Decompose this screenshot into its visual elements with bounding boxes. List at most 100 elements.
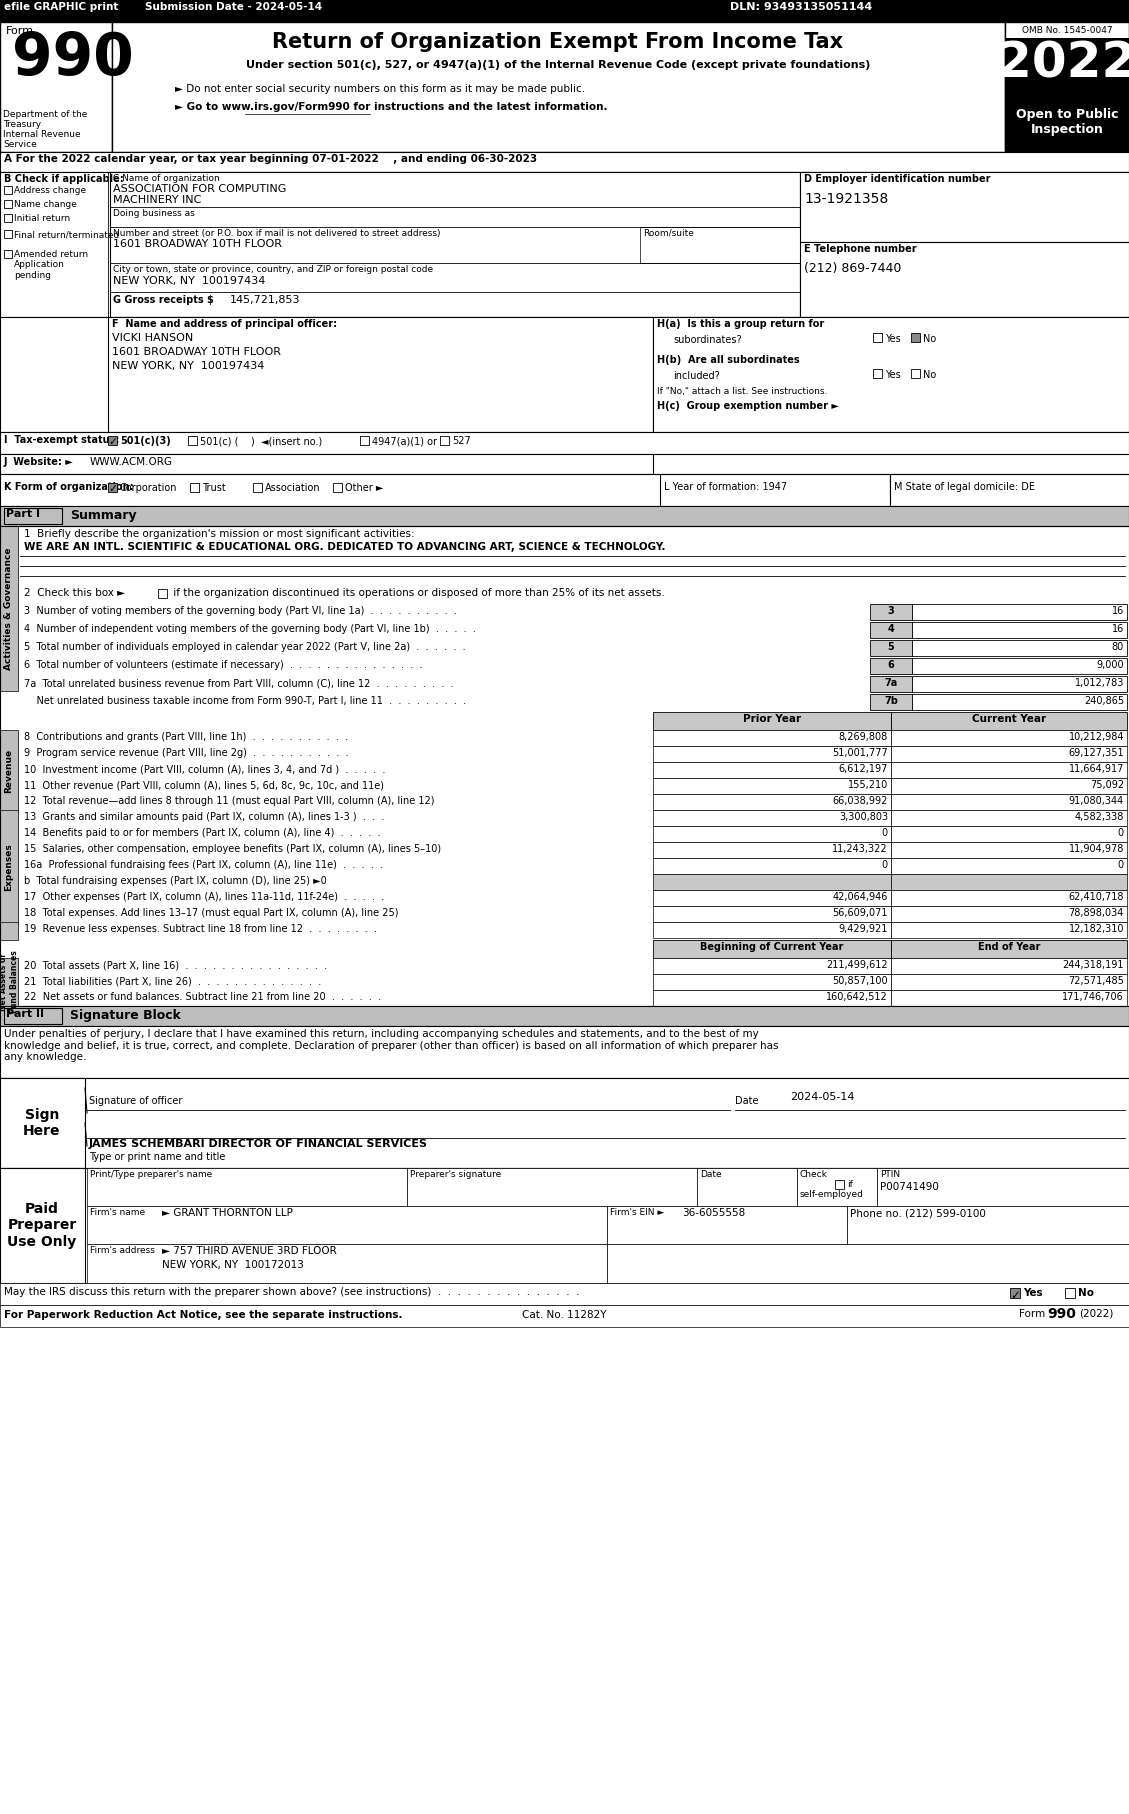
Text: H(b)  Are all subordinates: H(b) Are all subordinates <box>657 356 799 365</box>
Text: ✓: ✓ <box>1010 1290 1019 1302</box>
Text: 2  Check this box ►: 2 Check this box ► <box>24 588 125 599</box>
Text: 10  Investment income (Part VIII, column (A), lines 3, 4, and 7d )  .  .  .  .  : 10 Investment income (Part VIII, column … <box>24 764 385 775</box>
Text: H(c)  Group exemption number ►: H(c) Group exemption number ► <box>657 401 839 412</box>
Text: Part II: Part II <box>6 1009 44 1019</box>
Bar <box>0 1078 1129 1168</box>
Bar <box>891 842 1127 858</box>
Bar <box>890 473 1129 506</box>
Text: Phone no. (212) 599-0100: Phone no. (212) 599-0100 <box>850 1208 986 1217</box>
Bar <box>891 922 1127 938</box>
Bar <box>912 622 1127 639</box>
Text: 21  Total liabilities (Part X, line 26)  .  .  .  .  .  .  .  .  .  .  .  .  .  : 21 Total liabilities (Part X, line 26) .… <box>24 976 322 987</box>
Text: Submission Date - 2024-05-14: Submission Date - 2024-05-14 <box>145 2 322 13</box>
Text: 11,243,322: 11,243,322 <box>832 844 889 854</box>
Bar <box>891 990 1127 1007</box>
Text: Other ►: Other ► <box>345 483 384 493</box>
Text: Return of Organization Exempt From Income Tax: Return of Organization Exempt From Incom… <box>272 33 843 53</box>
Bar <box>891 825 1127 842</box>
Text: 9,000: 9,000 <box>1096 660 1124 669</box>
Bar <box>870 658 912 675</box>
Bar <box>0 922 18 940</box>
Bar <box>5 214 12 221</box>
Text: 18  Total expenses. Add lines 13–17 (must equal Part IX, column (A), line 25): 18 Total expenses. Add lines 13–17 (must… <box>24 909 399 918</box>
Bar <box>891 762 1127 778</box>
Bar <box>873 334 882 343</box>
Bar <box>0 0 1129 22</box>
Bar <box>891 795 1127 811</box>
Bar <box>0 526 1129 1007</box>
Text: M State of legal domicile: DE: M State of legal domicile: DE <box>894 483 1035 492</box>
Text: 160,642,512: 160,642,512 <box>826 992 889 1001</box>
Text: For Paperwork Reduction Act Notice, see the separate instructions.: For Paperwork Reduction Act Notice, see … <box>5 1310 403 1321</box>
Text: 50,857,100: 50,857,100 <box>832 976 889 987</box>
Bar <box>0 1007 1129 1027</box>
Bar <box>0 432 1129 454</box>
Text: 1,012,783: 1,012,783 <box>1075 678 1124 688</box>
Text: Final return/terminated: Final return/terminated <box>14 230 120 239</box>
Bar <box>5 230 12 238</box>
Bar <box>1005 22 1129 152</box>
Bar <box>891 940 1127 958</box>
Text: No: No <box>1078 1288 1094 1299</box>
Text: May the IRS discuss this return with the preparer shown above? (see instructions: May the IRS discuss this return with the… <box>5 1286 579 1297</box>
Bar <box>0 1027 1129 1078</box>
Bar <box>891 858 1127 874</box>
Text: Yes: Yes <box>885 370 901 379</box>
Text: P00741490: P00741490 <box>879 1183 939 1192</box>
Text: Net Assets or
Fund Balances: Net Assets or Fund Balances <box>0 951 19 1014</box>
Text: 990: 990 <box>1047 1308 1076 1321</box>
Text: 6,612,197: 6,612,197 <box>839 764 889 775</box>
Bar <box>891 811 1127 825</box>
Text: 3  Number of voting members of the governing body (Part VI, line 1a)  .  .  .  .: 3 Number of voting members of the govern… <box>24 606 457 617</box>
Bar <box>653 842 891 858</box>
Text: 11  Other revenue (Part VIII, column (A), lines 5, 6d, 8c, 9c, 10c, and 11e): 11 Other revenue (Part VIII, column (A),… <box>24 780 384 791</box>
Text: Doing business as: Doing business as <box>113 209 194 218</box>
Text: (2022): (2022) <box>1079 1310 1113 1319</box>
Bar <box>870 622 912 639</box>
Bar <box>158 590 167 599</box>
Text: 145,721,853: 145,721,853 <box>230 296 300 305</box>
Bar <box>653 825 891 842</box>
Text: 9,429,921: 9,429,921 <box>839 923 889 934</box>
Bar <box>108 483 117 492</box>
Text: Under penalties of perjury, I declare that I have examined this return, includin: Under penalties of perjury, I declare th… <box>5 1029 779 1063</box>
Text: ► 757 THIRD AVENUE 3RD FLOOR: ► 757 THIRD AVENUE 3RD FLOOR <box>161 1246 336 1255</box>
Text: NEW YORK, NY  100197434: NEW YORK, NY 100197434 <box>113 276 265 287</box>
Text: Service: Service <box>3 140 37 149</box>
Bar <box>0 1078 85 1168</box>
Bar <box>835 1179 844 1188</box>
Bar <box>870 695 912 709</box>
Text: 13-1921358: 13-1921358 <box>804 192 889 207</box>
Text: Signature of officer: Signature of officer <box>89 1096 183 1107</box>
Text: Initial return: Initial return <box>14 214 70 223</box>
Text: 0: 0 <box>1118 860 1124 871</box>
Bar <box>108 317 653 432</box>
Text: End of Year: End of Year <box>978 941 1040 952</box>
Text: 6: 6 <box>887 660 894 669</box>
Text: ✓: ✓ <box>108 484 117 495</box>
Text: Date: Date <box>735 1096 759 1107</box>
Text: 11,904,978: 11,904,978 <box>1069 844 1124 854</box>
Text: efile GRAPHIC print: efile GRAPHIC print <box>5 2 119 13</box>
Text: JAMES SCHEMBARI DIRECTOR OF FINANCIAL SERVICES: JAMES SCHEMBARI DIRECTOR OF FINANCIAL SE… <box>89 1139 428 1148</box>
Bar <box>0 473 1129 506</box>
Text: Amended return
Application
pending: Amended return Application pending <box>14 250 88 279</box>
Text: 3: 3 <box>887 606 894 617</box>
Bar <box>877 1168 1129 1206</box>
Text: Preparer's signature: Preparer's signature <box>410 1170 501 1179</box>
Text: Yes: Yes <box>1023 1288 1042 1299</box>
Text: ASSOCIATION FOR COMPUTING: ASSOCIATION FOR COMPUTING <box>113 183 287 194</box>
Bar <box>5 187 12 194</box>
Bar <box>653 317 1129 432</box>
Bar <box>660 473 890 506</box>
Bar <box>911 368 920 377</box>
Text: Summary: Summary <box>70 510 137 522</box>
Bar <box>87 1244 607 1282</box>
Bar <box>0 1168 1129 1282</box>
Text: Net unrelated business taxable income from Form 990-T, Part I, line 11  .  .  . : Net unrelated business taxable income fr… <box>24 697 466 706</box>
Bar <box>110 172 800 317</box>
Bar <box>0 811 18 923</box>
Text: 1  Briefly describe the organization's mission or most significant activities:: 1 Briefly describe the organization's mi… <box>24 530 414 539</box>
Bar <box>0 958 18 1007</box>
Bar <box>1010 1288 1019 1299</box>
